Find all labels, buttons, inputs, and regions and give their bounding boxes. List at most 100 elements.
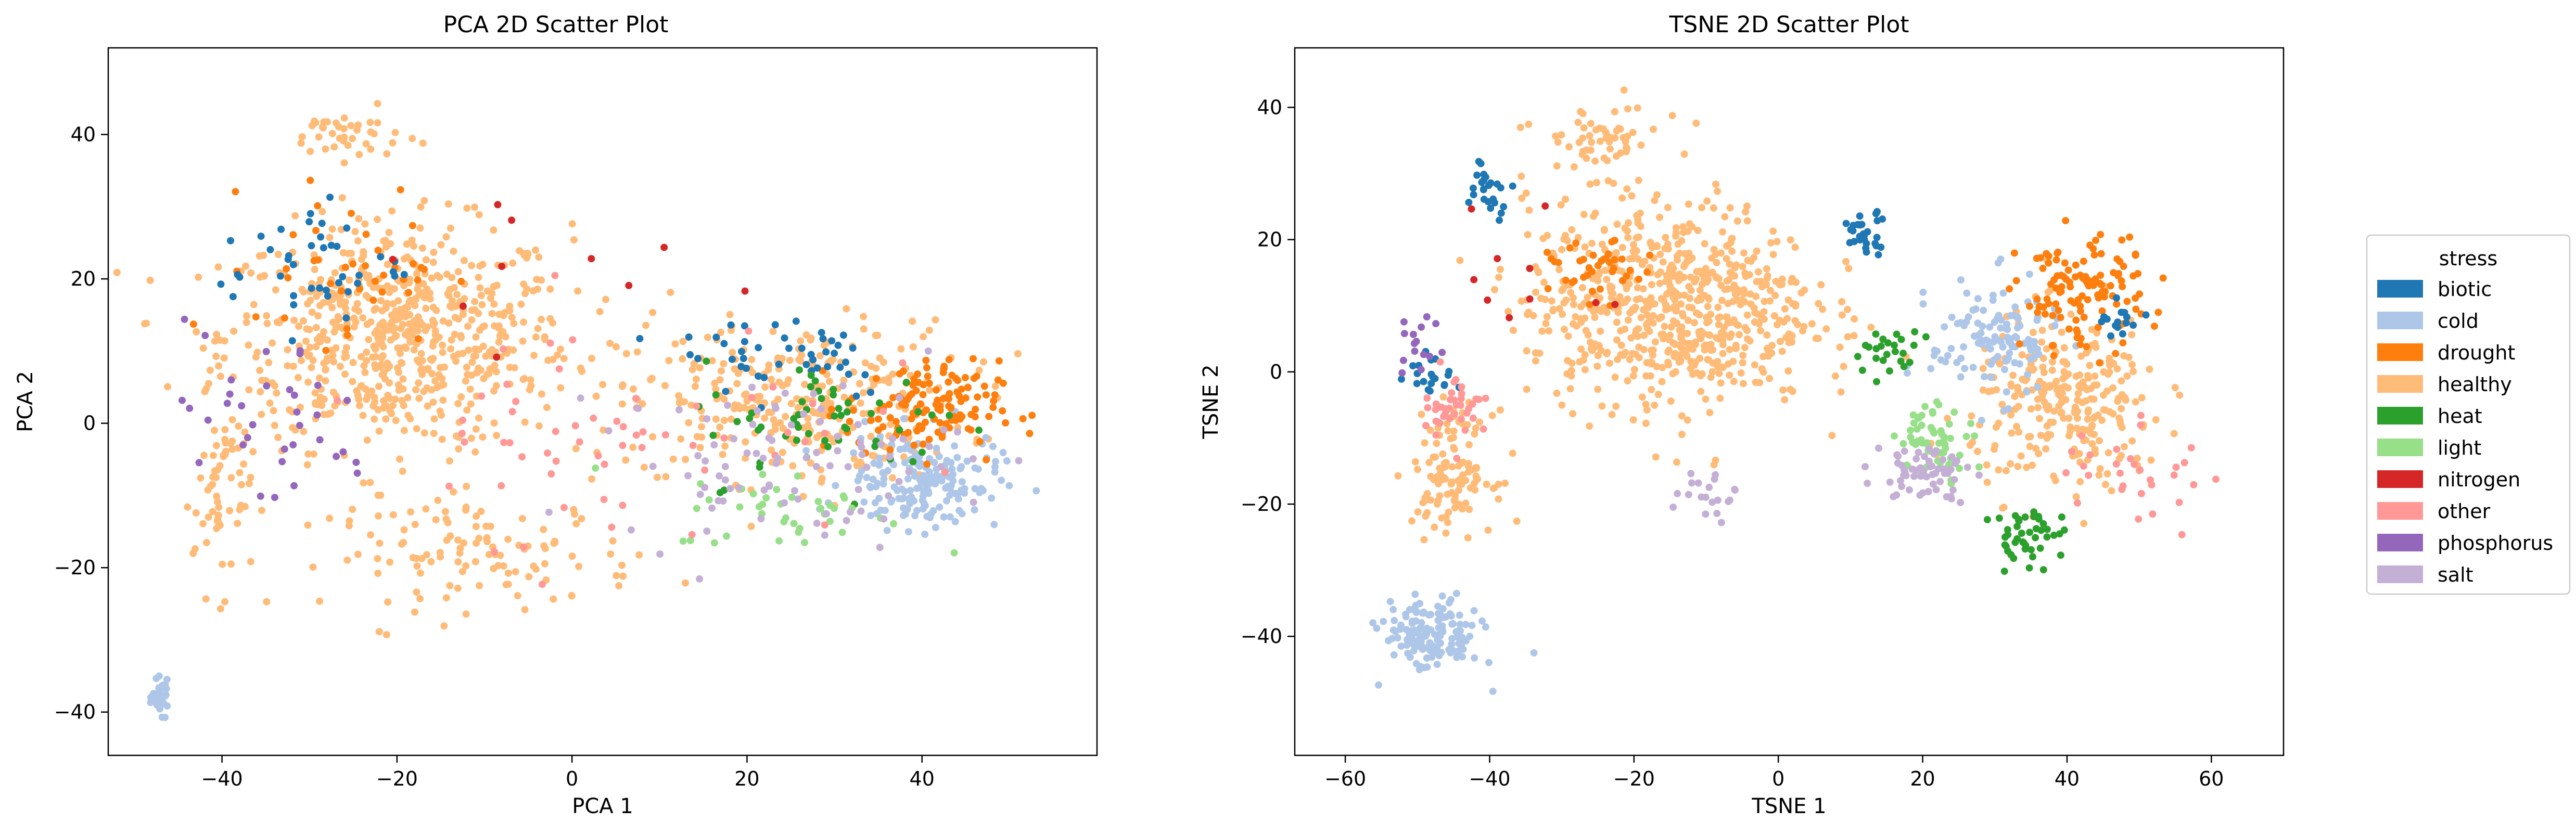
point-healthy <box>510 319 518 327</box>
point-healthy <box>1715 335 1723 343</box>
point-cold <box>2016 360 2023 368</box>
point-healthy <box>482 352 490 360</box>
point-healthy <box>360 479 367 487</box>
point-biotic <box>339 273 347 280</box>
point-healthy <box>1680 273 1688 281</box>
point-healthy <box>690 360 698 367</box>
point-phosphorus <box>1417 366 1425 374</box>
point-healthy <box>698 423 705 431</box>
y-tick-label: 20 <box>71 267 96 290</box>
point-salt <box>886 453 894 460</box>
point-healthy <box>241 428 249 436</box>
point-salt <box>1953 457 1961 465</box>
point-healthy <box>640 464 648 471</box>
point-salt <box>1910 472 1918 480</box>
point-healthy <box>1694 227 1702 234</box>
x-tick-label: 0 <box>566 767 578 790</box>
point-salt <box>970 498 977 506</box>
point-biotic <box>327 241 335 249</box>
point-healthy <box>2021 377 2029 384</box>
point-healthy <box>500 562 507 570</box>
point-healthy <box>649 308 657 316</box>
point-healthy <box>1495 481 1502 488</box>
point-biotic <box>1485 182 1493 189</box>
point-heat <box>1897 357 1905 365</box>
point-healthy <box>856 380 863 388</box>
point-heat <box>896 426 903 434</box>
point-healthy <box>1727 239 1735 247</box>
point-healthy <box>619 381 627 389</box>
point-salt <box>1731 485 1739 493</box>
point-drought <box>1566 244 1574 252</box>
point-healthy <box>420 429 428 437</box>
point-healthy <box>1713 274 1720 282</box>
point-light <box>1891 432 1898 440</box>
point-healthy <box>1633 247 1640 254</box>
point-phosphorus <box>343 396 351 404</box>
point-salt <box>834 433 841 440</box>
point-salt <box>702 457 709 465</box>
point-salt <box>1864 480 1871 487</box>
point-salt <box>1902 472 1910 480</box>
point-healthy <box>1630 366 1638 374</box>
point-drought <box>2090 251 2098 259</box>
point-nitrogen <box>1526 265 1534 272</box>
point-healthy <box>2065 414 2073 422</box>
point-nitrogen <box>625 281 633 289</box>
point-healthy <box>1570 163 1578 171</box>
point-salt <box>885 492 892 500</box>
point-nitrogen <box>1470 276 1478 284</box>
point-healthy <box>419 139 427 147</box>
point-biotic <box>739 355 747 363</box>
point-healthy <box>2058 409 2065 416</box>
point-healthy <box>351 228 359 236</box>
point-cold <box>2003 388 2010 396</box>
point-salt <box>905 468 913 475</box>
point-healthy <box>2075 450 2083 458</box>
point-healthy <box>1597 327 1604 335</box>
point-cold <box>2013 324 2021 331</box>
point-biotic <box>1874 251 1882 259</box>
point-healthy <box>375 427 383 435</box>
point-healthy <box>1600 154 1608 162</box>
point-light <box>1915 414 1922 422</box>
point-healthy <box>1602 134 1610 142</box>
point-drought <box>327 280 335 288</box>
point-drought <box>2159 274 2167 282</box>
point-healthy <box>1560 299 1568 307</box>
point-healthy <box>570 506 578 513</box>
point-healthy <box>1753 247 1761 255</box>
point-drought <box>999 379 1007 387</box>
point-healthy <box>534 285 541 293</box>
point-healthy <box>720 360 728 368</box>
point-healthy <box>410 242 417 250</box>
point-healthy <box>523 254 531 262</box>
point-healthy <box>1665 288 1673 296</box>
point-salt <box>843 517 850 524</box>
point-heat <box>843 408 851 416</box>
point-cold <box>1470 607 1478 614</box>
point-healthy <box>1459 458 1467 466</box>
point-healthy <box>418 555 426 562</box>
point-heat <box>2020 539 2027 547</box>
point-healthy <box>1690 319 1698 327</box>
point-healthy <box>478 301 486 308</box>
point-healthy <box>1560 326 1568 333</box>
point-healthy <box>508 314 516 321</box>
point-healthy <box>1606 145 1614 153</box>
point-healthy <box>215 362 223 370</box>
point-drought <box>910 441 918 449</box>
point-biotic <box>2113 294 2120 302</box>
point-healthy <box>1724 319 1732 327</box>
point-healthy <box>1574 234 1582 241</box>
point-healthy <box>1767 287 1774 294</box>
point-light <box>788 493 796 501</box>
point-healthy <box>1739 263 1746 271</box>
point-healthy <box>2092 343 2100 351</box>
point-other <box>552 457 560 465</box>
point-healthy <box>1773 238 1781 246</box>
pca-x-ticks: −40 −20 0 20 40 <box>201 755 935 790</box>
point-light <box>801 538 808 546</box>
point-drought <box>1626 266 1634 274</box>
point-healthy <box>568 552 576 560</box>
